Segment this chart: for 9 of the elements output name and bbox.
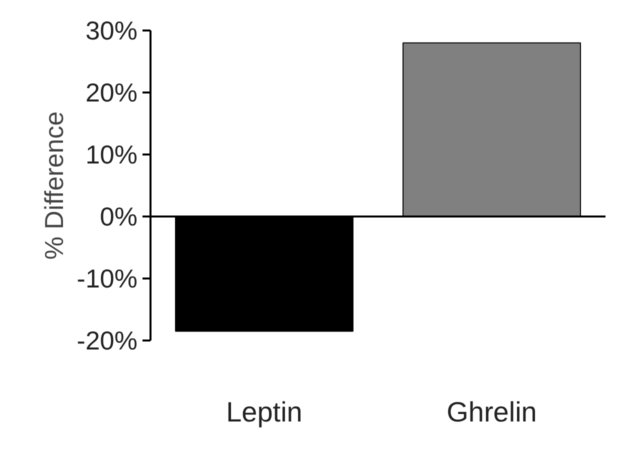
y-tick-label: 10% — [85, 140, 138, 170]
y-tick-label: 0% — [100, 202, 138, 232]
y-tick-label: 20% — [85, 78, 138, 108]
x-tick-label: Leptin — [226, 396, 302, 428]
y-tick-label: -20% — [76, 326, 138, 356]
y-tick-label: 30% — [85, 16, 138, 46]
y-axis-title: % Difference — [38, 111, 69, 260]
x-tick-label: Ghrelin — [446, 396, 537, 428]
y-tick-label: -10% — [76, 264, 138, 294]
